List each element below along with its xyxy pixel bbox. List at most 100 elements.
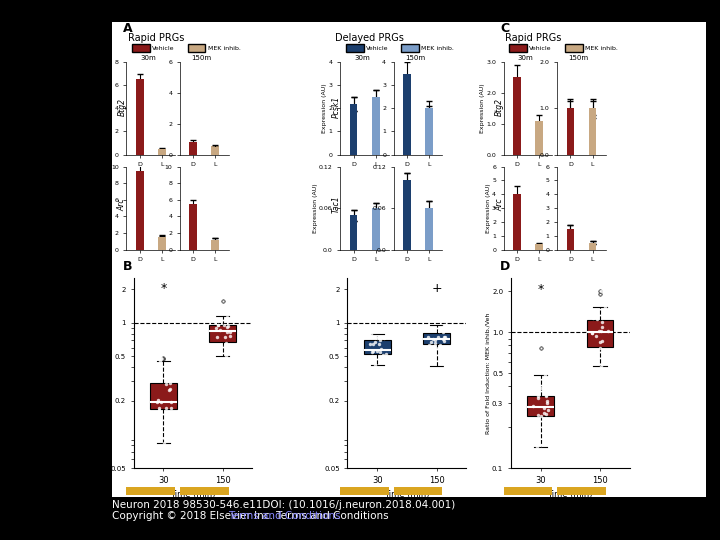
PathPatch shape bbox=[587, 320, 613, 347]
Point bbox=[595, 344, 606, 353]
Point bbox=[422, 332, 433, 341]
Point bbox=[541, 399, 553, 408]
Point bbox=[541, 343, 553, 352]
Point bbox=[218, 320, 230, 329]
Point bbox=[603, 327, 614, 335]
Point bbox=[429, 339, 441, 347]
Point bbox=[432, 343, 444, 352]
Point bbox=[535, 411, 546, 420]
Point bbox=[438, 321, 450, 329]
Point bbox=[595, 338, 606, 347]
Point bbox=[374, 348, 386, 356]
Bar bbox=[589, 243, 596, 249]
Text: Tac1: Tac1 bbox=[332, 195, 341, 213]
Point bbox=[211, 341, 222, 350]
Point bbox=[153, 406, 164, 414]
Point bbox=[533, 392, 544, 400]
Point bbox=[542, 406, 554, 415]
Bar bbox=[212, 147, 219, 154]
Point bbox=[367, 354, 379, 363]
Point bbox=[220, 352, 232, 361]
Point bbox=[165, 414, 176, 423]
Bar bbox=[350, 215, 357, 249]
Point bbox=[221, 328, 233, 336]
Point bbox=[586, 346, 598, 354]
Bar bbox=[136, 171, 143, 249]
Point bbox=[595, 362, 607, 370]
Point bbox=[586, 349, 598, 357]
Bar bbox=[403, 85, 411, 154]
Bar bbox=[372, 208, 379, 249]
Point bbox=[379, 333, 390, 342]
Point bbox=[438, 332, 450, 341]
Bar bbox=[372, 97, 379, 154]
Point bbox=[425, 338, 436, 347]
Point bbox=[155, 354, 166, 362]
Bar bbox=[189, 204, 197, 249]
Point bbox=[438, 321, 450, 330]
Text: MEK inhib.: MEK inhib. bbox=[585, 46, 618, 51]
Point bbox=[212, 321, 224, 330]
Point bbox=[540, 392, 552, 400]
Text: C: C bbox=[500, 22, 509, 35]
Bar bbox=[589, 109, 596, 154]
PathPatch shape bbox=[210, 325, 236, 341]
Bar bbox=[513, 133, 521, 154]
Text: Vehicle: Vehicle bbox=[366, 46, 389, 51]
X-axis label: Time (min): Time (min) bbox=[171, 490, 216, 500]
Point bbox=[434, 341, 446, 349]
Point bbox=[166, 397, 177, 406]
Point bbox=[221, 313, 233, 321]
Point bbox=[372, 346, 383, 355]
Bar bbox=[350, 215, 357, 249]
Bar bbox=[189, 143, 197, 154]
Bar bbox=[589, 109, 596, 154]
PathPatch shape bbox=[527, 396, 554, 416]
Point bbox=[160, 426, 171, 435]
Point bbox=[595, 323, 607, 332]
Point bbox=[423, 341, 435, 349]
Y-axis label: Expression (AU): Expression (AU) bbox=[480, 84, 485, 133]
Point bbox=[539, 370, 551, 379]
Bar bbox=[136, 229, 143, 249]
Point bbox=[437, 328, 449, 336]
Bar bbox=[136, 145, 143, 154]
Text: *: * bbox=[161, 282, 166, 295]
Point bbox=[586, 329, 598, 338]
Point bbox=[595, 287, 606, 296]
Bar bbox=[212, 240, 219, 249]
Point bbox=[537, 423, 549, 431]
Point bbox=[440, 333, 451, 341]
Point bbox=[222, 322, 233, 330]
Y-axis label: Expression (AU): Expression (AU) bbox=[485, 183, 490, 233]
Point bbox=[212, 321, 224, 329]
Point bbox=[433, 327, 444, 335]
Bar bbox=[158, 149, 166, 154]
Y-axis label: Expression (AU): Expression (AU) bbox=[109, 84, 114, 133]
Text: B: B bbox=[123, 260, 132, 273]
Point bbox=[600, 308, 611, 316]
Text: Arc: Arc bbox=[118, 198, 127, 211]
Bar bbox=[189, 141, 197, 154]
Point bbox=[588, 314, 599, 322]
Y-axis label: Ratio of Fold Induction: MEK inhib./Veh: Ratio of Fold Induction: MEK inhib./Veh bbox=[485, 313, 490, 434]
Point bbox=[528, 415, 540, 423]
Point bbox=[587, 289, 598, 298]
Text: 150m: 150m bbox=[569, 55, 589, 60]
Bar bbox=[513, 77, 521, 154]
Bar bbox=[426, 109, 433, 154]
Text: Btg2: Btg2 bbox=[495, 98, 504, 116]
Text: Btg2: Btg2 bbox=[118, 98, 127, 116]
Point bbox=[158, 434, 170, 442]
X-axis label: Time (min): Time (min) bbox=[384, 490, 430, 500]
Point bbox=[155, 397, 166, 406]
Text: Delayed PRGs: Delayed PRGs bbox=[336, 32, 404, 43]
Point bbox=[373, 333, 384, 342]
Point bbox=[438, 336, 450, 345]
X-axis label: Time (min): Time (min) bbox=[547, 490, 593, 500]
Point bbox=[366, 330, 377, 339]
Text: +: + bbox=[431, 282, 442, 295]
Bar bbox=[426, 113, 433, 154]
Bar bbox=[426, 208, 433, 249]
Point bbox=[540, 390, 552, 399]
